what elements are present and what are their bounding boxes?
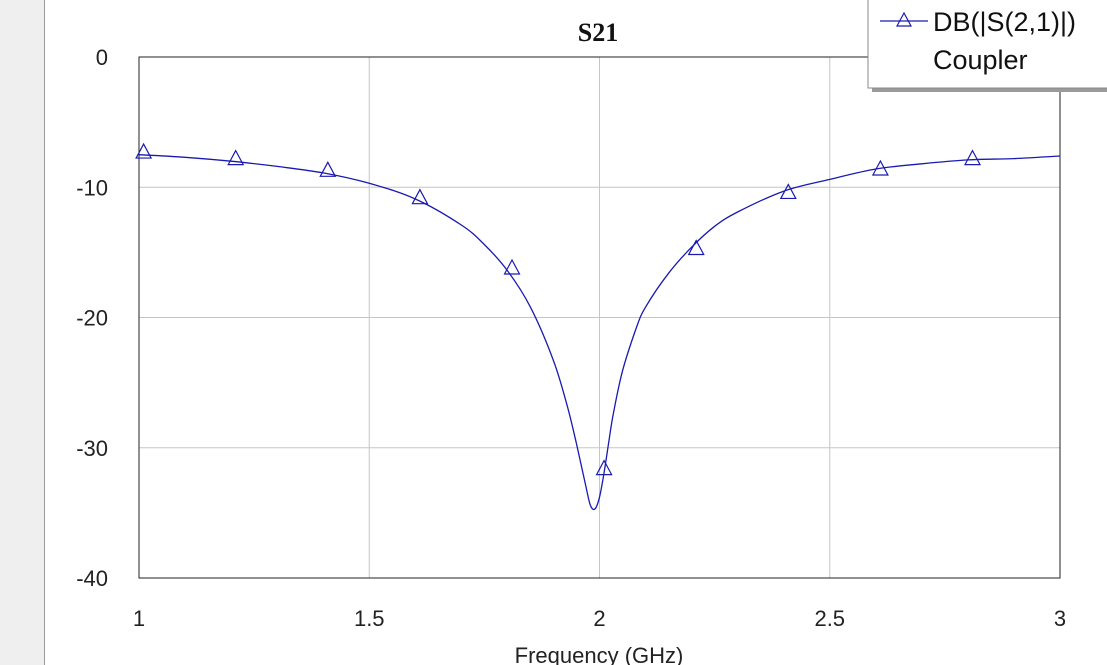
x-tick-label: 2 <box>593 606 605 631</box>
triangle-marker <box>871 159 889 176</box>
x-tick-label: 2.5 <box>814 606 845 631</box>
series-line <box>138 154 1061 511</box>
chart-title: S21 <box>578 18 618 47</box>
triangle-marker <box>779 183 797 200</box>
triangle-marker <box>595 459 613 476</box>
y-tick-label: -30 <box>76 436 108 461</box>
legend-series-name: DB(|S(2,1)|) <box>933 7 1076 37</box>
plot-frame <box>138 56 1061 579</box>
tick-labels: 1 1.5 2 2.5 3 0 -10 -20 -30 -40 <box>76 45 1066 631</box>
legend[interactable]: DB(|S(2,1)|) Coupler <box>867 0 1107 92</box>
y-tick-label: 0 <box>96 45 108 70</box>
triangle-marker <box>687 239 705 256</box>
legend-series-source: Coupler <box>933 45 1028 75</box>
y-tick-label: -10 <box>76 175 108 200</box>
triangle-marker <box>319 161 337 177</box>
legend-box <box>867 0 1107 89</box>
triangle-marker <box>227 149 245 166</box>
x-tick-label: 1.5 <box>354 606 385 631</box>
series-layer <box>135 142 1061 511</box>
triangle-marker <box>503 258 521 275</box>
legend-triangle-marker-icon <box>895 11 913 27</box>
x-axis-label: Frequency (GHz) <box>515 643 684 665</box>
grid-layer <box>139 57 1060 578</box>
triangle-marker <box>411 188 429 205</box>
y-tick-label: -40 <box>76 566 108 591</box>
triangle-marker <box>135 142 153 159</box>
triangle-marker <box>964 149 982 166</box>
x-tick-label: 1 <box>133 606 145 631</box>
x-tick-label: 3 <box>1054 606 1066 631</box>
y-tick-label: -20 <box>76 306 108 331</box>
window-left-strip <box>0 0 45 665</box>
